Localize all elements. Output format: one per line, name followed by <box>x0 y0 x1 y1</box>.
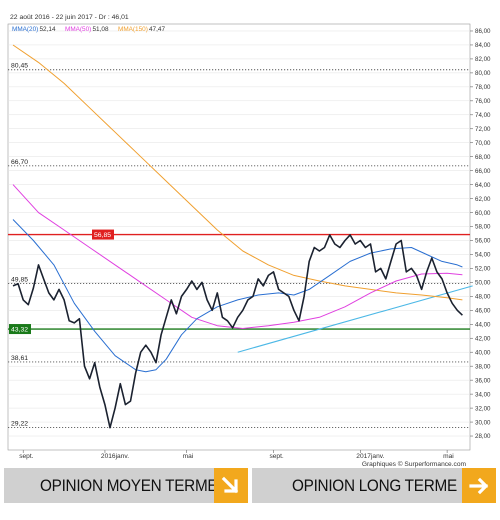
y-tick-label: 66,00 <box>475 168 491 175</box>
level-label: 49,85 <box>11 276 28 283</box>
y-tick-label: 42,00 <box>475 335 491 342</box>
moving-average-line <box>12 44 463 301</box>
x-tick-label: 2017janv. <box>356 453 384 460</box>
level-label: 80,45 <box>11 63 28 70</box>
y-tick-label: 80,00 <box>475 70 491 77</box>
y-tick-label: 46,00 <box>475 308 491 315</box>
y-tick-label: 48,00 <box>475 294 491 301</box>
chart-canvas: 28,00 30,00 32,00 34,00 36,00 38,00 40,00 42,00… <box>7 14 491 468</box>
medium-term-opinion: OPINION MOYEN TERME <box>4 468 248 503</box>
y-tick-label: 50,00 <box>475 280 491 287</box>
y-tick-label: 38,00 <box>475 363 491 370</box>
x-tick-label: sept. <box>19 453 33 460</box>
chart-header: 22 août 2016 - 22 juin 2017 - Dr : 46,01 <box>10 14 129 21</box>
right-arrow-icon <box>469 477 489 494</box>
level-label: 29,22 <box>11 421 28 428</box>
level-badge <box>9 324 31 335</box>
level-badge-label: 43,32 <box>11 327 28 334</box>
medium-term-arrow-button[interactable] <box>214 468 248 503</box>
y-tick-label: 64,00 <box>475 182 491 189</box>
y-tick-label: 44,00 <box>475 321 491 328</box>
y-tick-label: 82,00 <box>475 56 491 63</box>
plot-area <box>7 23 471 451</box>
legend-value: 52,14 <box>40 26 56 33</box>
y-tick-label: 30,00 <box>475 419 491 426</box>
chart-credit: Graphiques © Surperformance.com <box>362 460 467 468</box>
y-tick-label: 78,00 <box>475 84 491 91</box>
long-term-opinion-label: OPINION LONG TERME <box>292 475 457 495</box>
y-tick-label: 36,00 <box>475 377 491 384</box>
y-tick-label: 86,00 <box>475 28 491 35</box>
x-tick-label: sept. <box>269 453 283 460</box>
legend-item: MMA(150) <box>118 26 148 33</box>
y-tick-label: 68,00 <box>475 154 491 161</box>
legend-item: MMA(20) <box>12 26 38 33</box>
medium-term-opinion-label: OPINION MOYEN TERME <box>40 475 218 495</box>
down-right-arrow-icon <box>221 476 239 493</box>
x-tick-label: 2016janv. <box>101 453 129 460</box>
y-tick-label: 74,00 <box>475 112 491 119</box>
level-label: 66,70 <box>11 159 28 166</box>
y-tick-label: 76,00 <box>475 98 491 105</box>
y-tick-label: 34,00 <box>475 391 491 398</box>
y-tick-label: 32,00 <box>475 405 491 412</box>
level-badge-label: 56,85 <box>94 232 111 239</box>
price-line <box>12 234 463 429</box>
y-tick-label: 72,00 <box>475 126 491 133</box>
legend-value: 47,47 <box>149 26 165 33</box>
y-tick-label: 62,00 <box>475 196 491 203</box>
level-badge <box>92 229 114 240</box>
y-tick-label: 56,00 <box>475 238 491 245</box>
moving-average-line <box>12 184 463 329</box>
y-tick-label: 58,00 <box>475 224 491 231</box>
y-tick-label: 84,00 <box>475 42 491 49</box>
y-tick-label: 52,00 <box>475 266 491 273</box>
long-term-arrow-button[interactable] <box>462 468 496 503</box>
trend-line <box>237 285 473 353</box>
level-label: 38,61 <box>11 355 28 362</box>
long-term-opinion: OPINION LONG TERME <box>252 468 496 503</box>
y-tick-label: 60,00 <box>475 210 491 217</box>
y-tick-label: 28,00 <box>475 433 491 440</box>
x-tick-label: mai <box>443 453 454 460</box>
moving-average-line <box>12 219 463 373</box>
y-tick-label: 70,00 <box>475 140 491 147</box>
y-tick-label: 40,00 <box>475 349 491 356</box>
legend-value: 51,08 <box>93 26 109 33</box>
x-tick-label: mai <box>183 453 194 460</box>
y-tick-label: 54,00 <box>475 252 491 259</box>
legend-item: MMA(50) <box>65 26 91 33</box>
price-chart: 28,00 30,00 32,00 34,00 36,00 38,00 40,00 42,00… <box>7 14 491 468</box>
